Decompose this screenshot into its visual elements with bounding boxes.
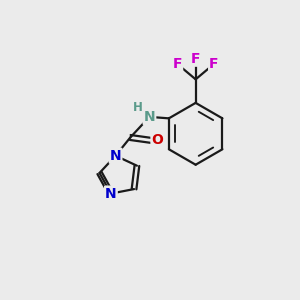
Text: F: F bbox=[209, 57, 219, 71]
Text: N: N bbox=[110, 149, 122, 163]
Text: F: F bbox=[191, 52, 200, 66]
Text: N: N bbox=[105, 187, 117, 201]
Text: H: H bbox=[133, 101, 142, 114]
Text: O: O bbox=[152, 134, 163, 147]
Text: N: N bbox=[144, 110, 155, 124]
Text: F: F bbox=[172, 57, 182, 71]
